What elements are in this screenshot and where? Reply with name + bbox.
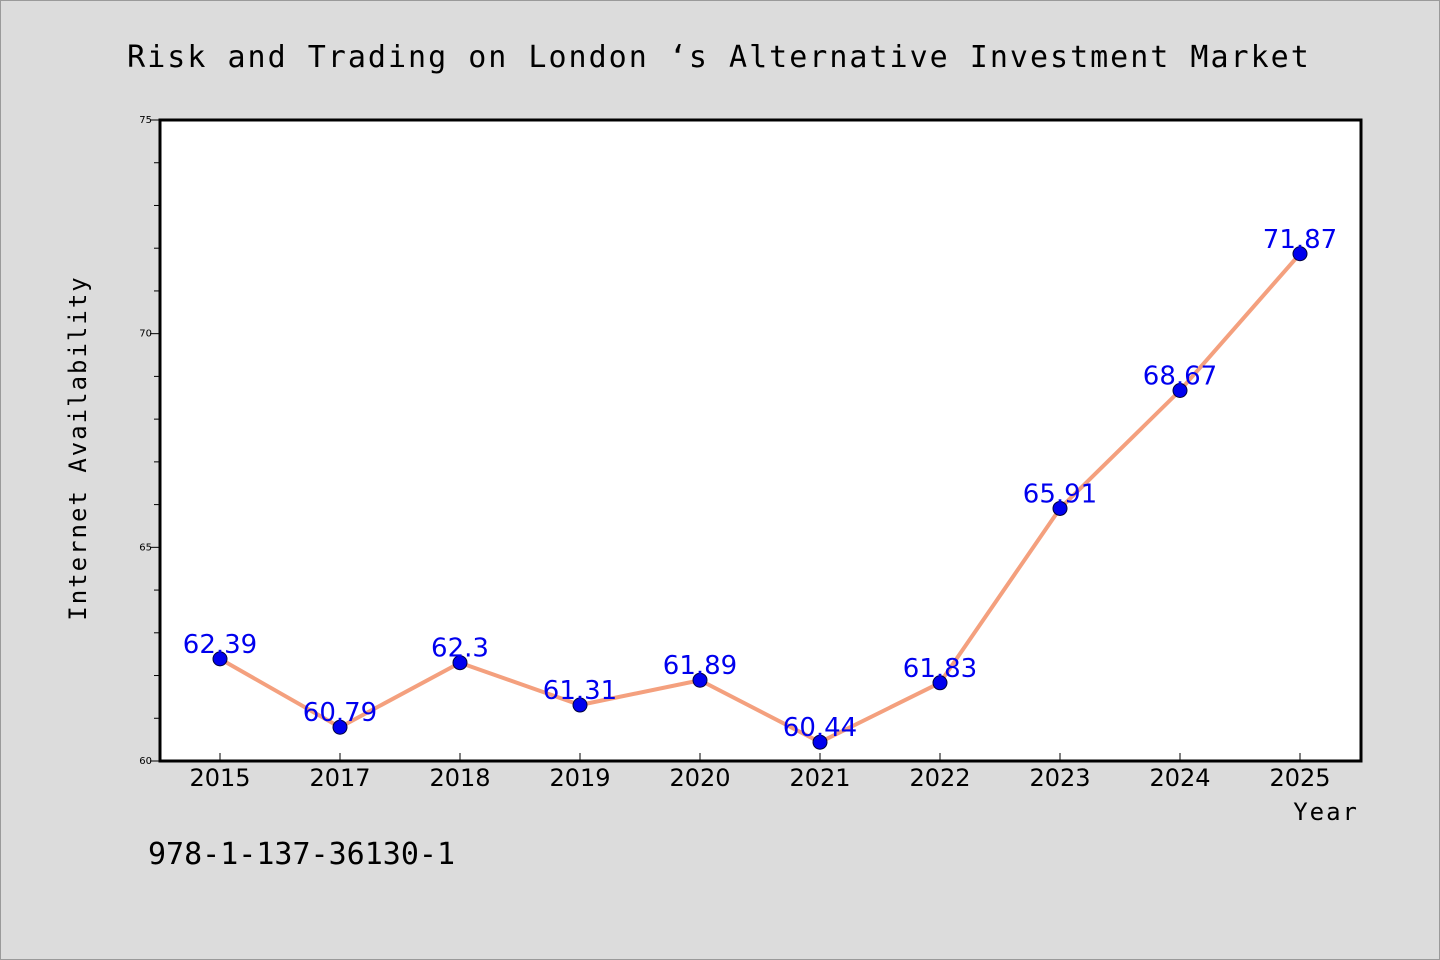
data-label: 60.44 bbox=[783, 713, 857, 743]
data-label: 65.91 bbox=[1023, 479, 1097, 509]
y-axis: 60 65 70 75 bbox=[139, 115, 160, 767]
x-tick-label: 2019 bbox=[549, 764, 610, 792]
x-axis-label: Year bbox=[1293, 798, 1359, 826]
data-label: 61.89 bbox=[663, 651, 737, 681]
x-tick-label: 2021 bbox=[789, 764, 850, 792]
y-tick-label: 60 bbox=[139, 756, 152, 767]
x-tick-label: 2024 bbox=[1149, 764, 1210, 792]
chart-title: Risk and Trading on London ‘s Alternativ… bbox=[127, 40, 1311, 75]
data-point bbox=[1052, 500, 1068, 516]
data-point bbox=[1172, 383, 1188, 399]
data-label: 68.67 bbox=[1143, 362, 1217, 392]
x-tick-label: 2020 bbox=[669, 764, 730, 792]
y-tick-label: 75 bbox=[139, 115, 152, 126]
data-label: 61.31 bbox=[543, 676, 617, 706]
series-markers bbox=[212, 246, 1308, 750]
data-label: 60.79 bbox=[303, 698, 377, 728]
data-point bbox=[932, 675, 948, 691]
data-label: 62.3 bbox=[431, 634, 489, 664]
plot-area bbox=[158, 118, 1363, 763]
y-axis-label: Internet Availability bbox=[64, 275, 92, 620]
data-point bbox=[212, 651, 228, 667]
x-tick-label: 2018 bbox=[429, 764, 490, 792]
data-point bbox=[452, 655, 468, 671]
data-point bbox=[692, 672, 708, 688]
x-tick-label: 2017 bbox=[309, 764, 370, 792]
x-axis: 2015 2017 2018 2019 2020 2021 2022 2023 2024 2025 bbox=[189, 753, 1331, 792]
data-label: 62.39 bbox=[183, 630, 257, 660]
data-point bbox=[1292, 246, 1308, 262]
y-tick-label: 70 bbox=[139, 329, 152, 340]
data-label: 71.87 bbox=[1263, 225, 1337, 255]
series-line bbox=[218, 251, 1302, 745]
data-point bbox=[812, 734, 828, 750]
isbn-footer: 978-1-137-36130-1 bbox=[148, 837, 455, 872]
y-tick-label: 65 bbox=[139, 542, 152, 553]
x-tick-label: 2023 bbox=[1029, 764, 1090, 792]
x-tick-label: 2015 bbox=[189, 764, 250, 792]
x-tick-label: 2025 bbox=[1269, 764, 1330, 792]
data-point bbox=[572, 697, 588, 713]
data-label: 61.83 bbox=[903, 654, 977, 684]
data-labels: 62.39 60.79 62.3 61.31 61.89 60.44 61.83 65.91 6… bbox=[183, 225, 1337, 743]
series-line-group bbox=[218, 251, 1302, 745]
data-point bbox=[332, 719, 348, 735]
x-tick-label: 2022 bbox=[909, 764, 970, 792]
